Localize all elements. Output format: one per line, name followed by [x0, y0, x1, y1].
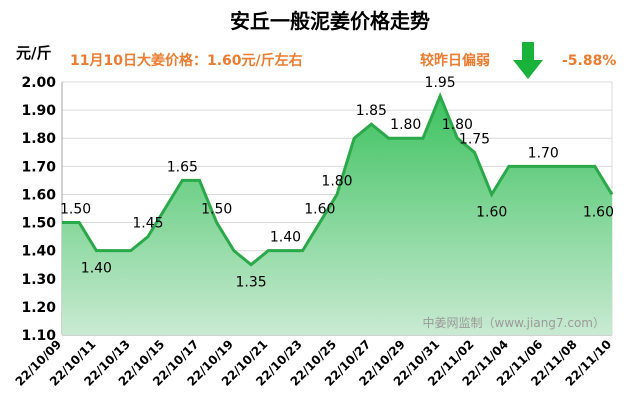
- data-label: 1.60: [304, 202, 335, 218]
- data-label: 1.60: [476, 204, 507, 220]
- data-label: 1.50: [60, 202, 91, 218]
- data-label: 1.40: [270, 230, 301, 246]
- watermark: 中姜网监制（www.jiang7.com）: [423, 315, 605, 330]
- y-axis-unit: 元/斤: [16, 44, 51, 62]
- data-label: 1.50: [201, 202, 232, 218]
- y-tick-label: 1.60: [21, 187, 56, 203]
- data-label: 1.80: [442, 117, 473, 133]
- price-annotation: 11月10日大姜价格：1.60元/斤左右: [70, 52, 303, 69]
- change-label: 较昨日偏弱: [420, 52, 490, 69]
- data-label: 1.45: [132, 216, 163, 232]
- data-label: 1.35: [235, 275, 266, 291]
- y-tick-label: 1.50: [21, 216, 56, 232]
- y-tick-label: 1.40: [21, 244, 56, 260]
- chart-title: 安丘一般泥姜价格走势: [230, 9, 430, 33]
- change-value: -5.88%: [562, 53, 616, 69]
- data-label: 1.65: [167, 159, 198, 175]
- y-tick-label: 1.90: [21, 103, 56, 119]
- data-label: 1.75: [459, 131, 490, 147]
- plot-area: [62, 92, 614, 335]
- y-tick-label: 2.00: [21, 75, 56, 91]
- data-label: 1.40: [81, 261, 112, 277]
- data-label: 1.60: [583, 204, 614, 220]
- data-label: 1.95: [425, 75, 456, 91]
- down-arrow-icon: [513, 42, 543, 79]
- y-axis-ticks: 1.10 1.20 1.30 1.40 1.50 1.60 1.70 1.80 1.90 2.00: [21, 75, 56, 344]
- data-label: 1.85: [356, 103, 387, 119]
- y-tick-label: 1.80: [21, 131, 56, 147]
- data-label: 1.80: [390, 117, 421, 133]
- y-tick-label: 1.10: [21, 328, 56, 344]
- x-axis-ticks: 22/10/0922/10/1122/10/1322/10/1522/10/17…: [13, 337, 615, 389]
- data-label: 1.70: [528, 145, 559, 161]
- y-tick-label: 1.30: [21, 272, 56, 288]
- y-tick-label: 1.70: [21, 159, 56, 175]
- data-label: 1.80: [321, 173, 352, 189]
- price-series-line: [62, 92, 614, 267]
- y-tick-label: 1.20: [21, 300, 56, 316]
- data-labels: 1.501.401.451.651.501.351.401.601.801.85…: [60, 75, 614, 291]
